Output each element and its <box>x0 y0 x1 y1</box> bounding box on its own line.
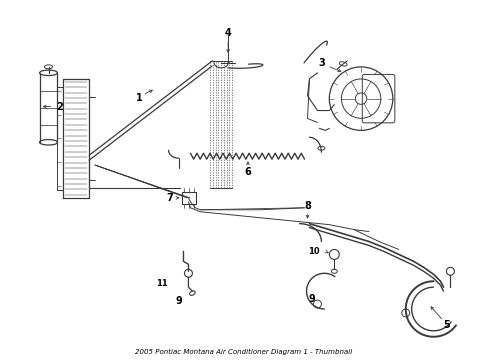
Text: 5: 5 <box>442 320 449 330</box>
Text: 11: 11 <box>156 279 167 288</box>
Text: 7: 7 <box>166 193 173 203</box>
Text: 8: 8 <box>304 201 310 211</box>
Text: 4: 4 <box>224 28 231 38</box>
Text: 3: 3 <box>317 58 324 68</box>
Text: 9: 9 <box>307 294 314 304</box>
Text: 9: 9 <box>175 296 182 306</box>
Text: 10: 10 <box>307 247 319 256</box>
Text: 2005 Pontiac Montana Air Conditioner Diagram 1 - Thumbnail: 2005 Pontiac Montana Air Conditioner Dia… <box>135 348 352 355</box>
Text: 1: 1 <box>135 93 142 103</box>
Text: 2: 2 <box>56 102 62 112</box>
Text: 6: 6 <box>244 167 251 177</box>
